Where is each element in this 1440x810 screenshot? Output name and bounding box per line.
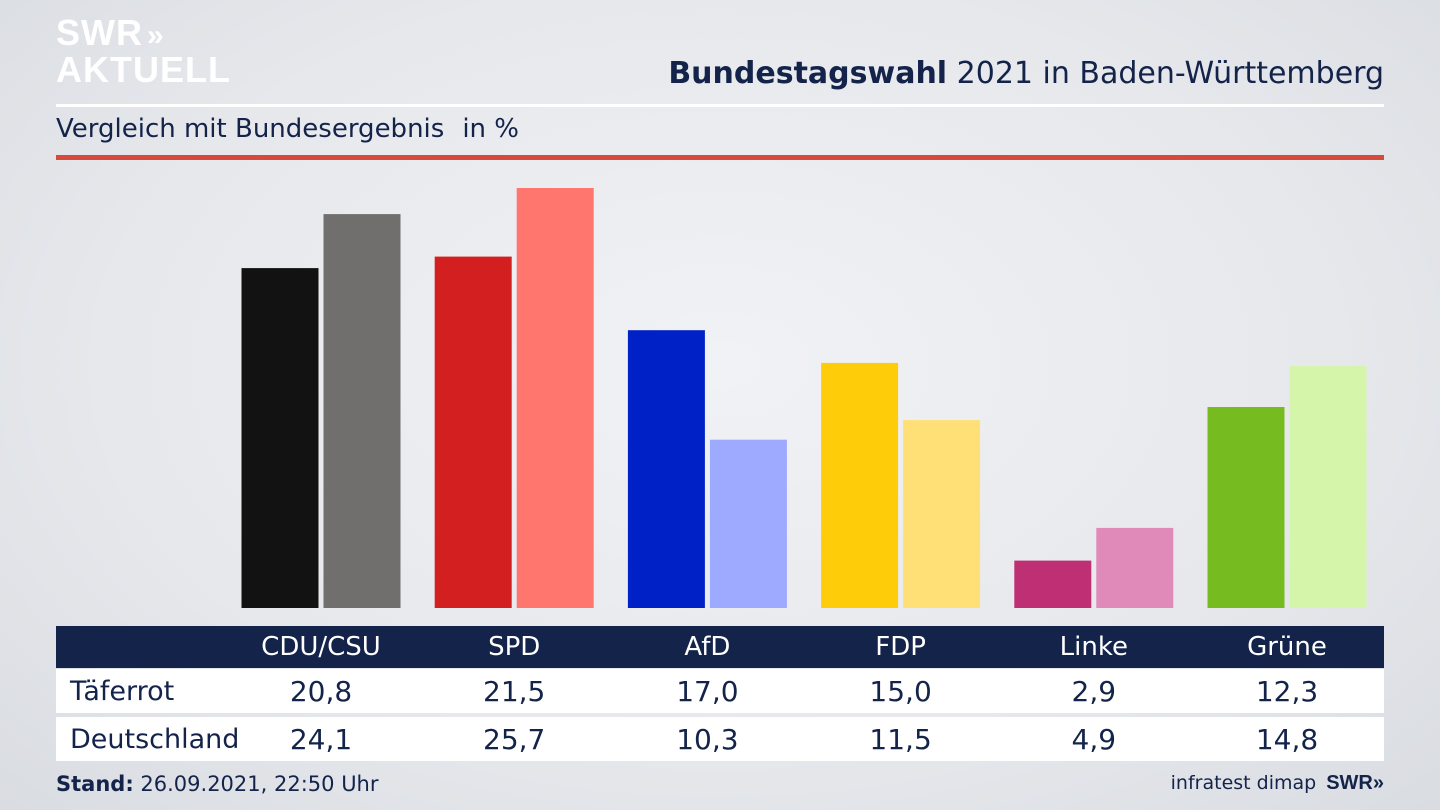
table-row-series-2: Deutschland 24,1 25,7 10,3 11,5 4,9 14,8 (56, 717, 1384, 761)
value-label: 10,3 (676, 722, 739, 756)
bar-chart (241, 188, 1367, 608)
stand-label: Stand: (56, 772, 134, 796)
bar-grüne-1 (1207, 407, 1285, 608)
bar-afd-1 (627, 330, 705, 608)
category-label: FDP (875, 632, 926, 662)
chart-title-bold: Bundestagswahl (668, 56, 948, 91)
category-label: SPD (488, 632, 541, 662)
row-label-series-2: Deutschland (70, 723, 240, 755)
footer-swr-logo: SWR» (1326, 772, 1384, 794)
bar-linke-2 (1096, 527, 1174, 608)
value-label: 11,5 (869, 722, 932, 756)
footer-source: infratest dimap SWR» (1171, 772, 1384, 795)
logo-aktuell-text: AKTUELL (56, 49, 231, 90)
value-label: 24,1 (289, 722, 353, 756)
stand-value: 26.09.2021, 22:50 Uhr (140, 772, 379, 796)
chart-title-rest: 2021 in Baden-Württemberg (956, 56, 1384, 91)
chart-subtitle-block: Vergleich mit Bundesergebnis in % (56, 114, 519, 144)
category-label: CDU/CSU (261, 632, 381, 662)
bar-linke-1 (1014, 560, 1092, 608)
value-label: 12,3 (1255, 674, 1319, 708)
bar-fdp-1 (821, 362, 899, 608)
title-divider (56, 104, 1384, 107)
subtitle-divider (56, 155, 1384, 160)
bar-grüne-2 (1289, 366, 1367, 608)
category-label: Grüne (1247, 632, 1327, 662)
logo-swr-text: SWR (56, 12, 143, 53)
value-label: 17,0 (676, 674, 739, 708)
value-label: 4,9 (1071, 722, 1117, 756)
value-label: 25,7 (483, 722, 546, 756)
value-label: 15,0 (869, 674, 932, 708)
swr-aktuell-logo: SWR» AKTUELL (56, 15, 231, 90)
row-label-series-1: Täferrot (70, 675, 175, 707)
bar-fdp-2 (903, 420, 981, 608)
bar-cdu-csu-2 (323, 214, 401, 608)
table-row-series-1: Täferrot 20,8 21,5 17,0 15,0 2,9 12,3 (56, 669, 1384, 713)
category-label: Linke (1059, 632, 1128, 662)
footer-stand: Stand: 26.09.2021, 22:50 Uhr (56, 772, 379, 796)
bar-spd-1 (434, 256, 512, 608)
bar-afd-2 (709, 439, 787, 608)
category-label: AfD (684, 632, 731, 662)
bar-spd-2 (516, 188, 594, 608)
value-label: 14,8 (1255, 722, 1319, 756)
source-text: infratest dimap (1170, 772, 1317, 794)
table-header-row: CDU/CSU SPD AfD FDP Linke Grüne (56, 626, 1384, 668)
bar-cdu-csu-1 (241, 268, 319, 608)
value-label: 20,8 (289, 674, 353, 708)
value-label: 21,5 (483, 674, 546, 708)
chart-title: Bundestagswahl 2021 in Baden-Württemberg (668, 56, 1384, 91)
chart-subtitle: Vergleich mit Bundesergebnis (56, 114, 445, 144)
value-label: 2,9 (1071, 674, 1117, 708)
chart-unit: in % (462, 114, 519, 144)
